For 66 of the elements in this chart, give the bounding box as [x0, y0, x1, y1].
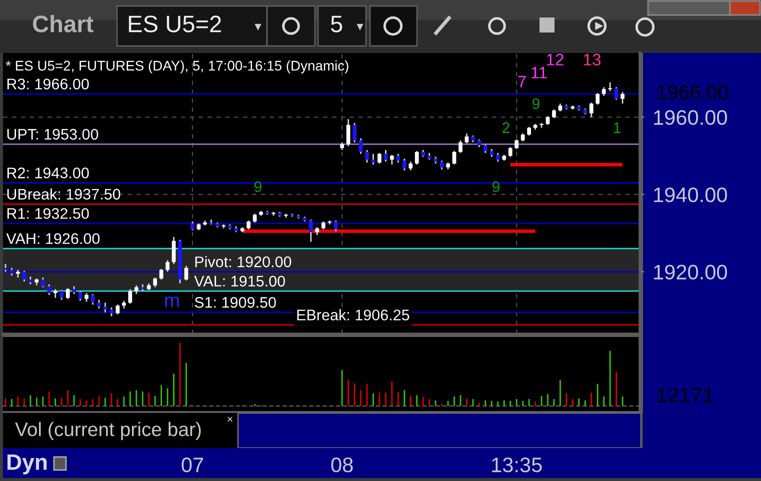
annotation: 9 [532, 98, 540, 110]
y-tick-label: 1940.00 [654, 187, 727, 202]
text: Dyn [7, 454, 47, 474]
text: * ES U5=2, FUTURES (DAY), 5, 17:00-16:15 (Dynamic) [6, 60, 348, 74]
text: 5 [330, 16, 342, 32]
y-tick-label: 1960.00 [654, 110, 727, 125]
candlestick [153, 276, 158, 288]
annotation: 13 [584, 54, 601, 66]
candlestick [116, 304, 120, 315]
candlestick [66, 288, 70, 300]
candlestick [128, 288, 132, 304]
ref-line-label: R1: 1932.50 [7, 208, 89, 219]
candlestick [608, 82, 612, 92]
candlestick [614, 86, 618, 100]
candlestick [371, 153, 376, 166]
x-tick-label: 13:35 [492, 458, 542, 472]
text: 12171 [658, 388, 713, 402]
annotation: 1 [614, 122, 621, 133]
candlestick [308, 218, 313, 243]
ref-line-label: R3: 1966.00 [7, 78, 89, 90]
candlestick [620, 91, 624, 104]
ref-line-label: VAH: 1926.00 [6, 233, 100, 244]
text: Vol (current price bar) [15, 422, 201, 440]
candlestick [402, 158, 406, 172]
ref-line-label: Pivot: 1920.00 [195, 256, 292, 268]
candlestick [596, 92, 600, 106]
ref-line-label: R2: 1943.00 [7, 168, 89, 178]
candlestick [47, 284, 52, 296]
candlestick [514, 138, 519, 150]
candlestick [390, 154, 394, 166]
candlestick [78, 290, 82, 302]
candlestick [414, 150, 419, 166]
y-tick-label: 1920.00 [654, 264, 727, 280]
annotation: 12 [547, 54, 564, 66]
annotation: 11 [532, 66, 547, 78]
candlestick [352, 122, 356, 143]
candlestick [358, 138, 363, 155]
annotation: 7 [518, 76, 526, 88]
candlestick [103, 302, 108, 314]
x-tick-label: 07 [182, 458, 204, 472]
candlestick [334, 220, 338, 232]
candlestick [458, 140, 462, 154]
ref-line-label: VAL: 1915.00 [194, 276, 285, 287]
annotation: 9 [492, 181, 500, 192]
candlestick [184, 265, 188, 282]
ref-line-label: EBreak: 1906.25 [297, 309, 410, 320]
candlestick [60, 289, 64, 300]
candlestick [378, 152, 382, 164]
ref-line-label: S1: 1909.50 [194, 297, 276, 308]
text: 1966.00 [658, 85, 728, 100]
text: × [228, 416, 232, 422]
candlestick [589, 102, 594, 118]
candlestick [166, 259, 170, 272]
candlestick [464, 132, 469, 144]
candlestick [40, 276, 45, 288]
annotation: 9 [254, 181, 262, 192]
x-tick-label: 08 [331, 458, 353, 472]
text: Chart [32, 14, 94, 32]
annotation: m [165, 296, 179, 308]
text: ES U5=2 [128, 16, 221, 32]
ref-line-label: UBreak: 1937.50 [7, 188, 120, 200]
candlestick [365, 149, 369, 164]
annotation: 2 [502, 122, 510, 133]
ref-line-label: UPT: 1953.00 [7, 128, 98, 140]
candlestick [508, 146, 512, 158]
candlestick [452, 150, 456, 166]
